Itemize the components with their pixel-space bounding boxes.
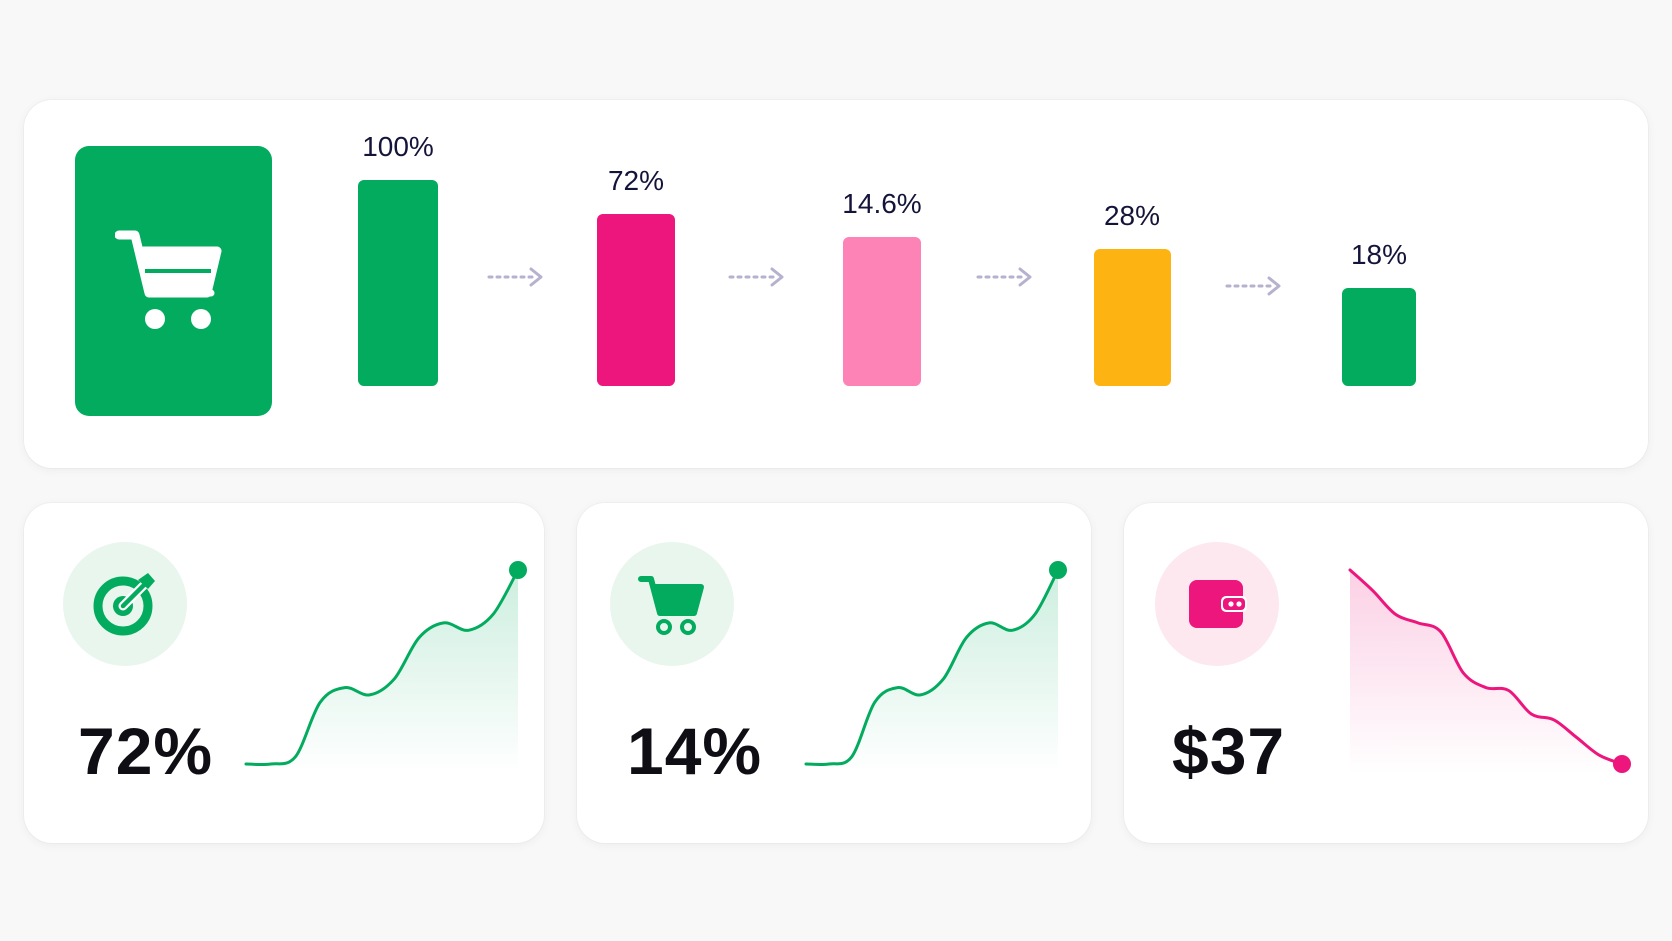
funnel-bar-label: 18% — [1350, 239, 1408, 270]
dotted-arrow-icon — [976, 267, 1032, 287]
sparkline — [804, 561, 1067, 774]
wallet-icon — [1189, 580, 1247, 628]
target-arrow-icon — [93, 573, 155, 636]
sparkline-line — [1348, 568, 1624, 766]
sparkline — [1348, 568, 1631, 774]
sparkline — [244, 561, 527, 774]
shopping-cart-icon — [114, 230, 221, 329]
funnel-bar-label: 28% — [1103, 200, 1161, 231]
sparkline-line — [804, 568, 1060, 767]
kpi-card-target: 72% — [24, 503, 544, 843]
kpi-icon-circle — [63, 542, 187, 666]
kpi-card-cart: 14% — [577, 503, 1091, 843]
dotted-arrow-icon — [487, 267, 542, 287]
sparkline-area — [1350, 570, 1622, 774]
kpi-card-order-value: $37 — [1124, 503, 1648, 843]
sparkline-line — [244, 568, 520, 767]
funnel-bar — [1093, 249, 1171, 386]
shopping-cart-icon — [638, 576, 704, 635]
funnel-bar — [597, 214, 675, 386]
sparkline-end-point — [509, 561, 527, 579]
sparkline-area — [806, 570, 1058, 774]
kpi-value: 72% — [78, 714, 214, 788]
sparkline-area — [246, 570, 518, 774]
sparkline-end-point — [1613, 755, 1631, 773]
kpi-value: 14% — [627, 714, 763, 788]
funnel-bar — [1342, 288, 1416, 386]
funnel-cart-tile — [75, 146, 272, 416]
funnel-bar-label: 100% — [362, 131, 434, 162]
funnel-bar-label: 72% — [607, 165, 665, 196]
dotted-arrow-icon — [728, 267, 784, 287]
funnel-card: 100% 72% 14.6% 28% 18% — [24, 100, 1648, 468]
dotted-arrow-icon — [1225, 276, 1281, 296]
kpi-icon-circle — [610, 542, 734, 666]
funnel-bar — [358, 180, 438, 386]
funnel-bar — [843, 237, 921, 386]
funnel-bar-label: 14.6% — [842, 188, 922, 219]
sparkline-end-point — [1049, 561, 1067, 579]
kpi-icon-circle — [1155, 542, 1279, 666]
kpi-value: $37 — [1172, 714, 1286, 788]
